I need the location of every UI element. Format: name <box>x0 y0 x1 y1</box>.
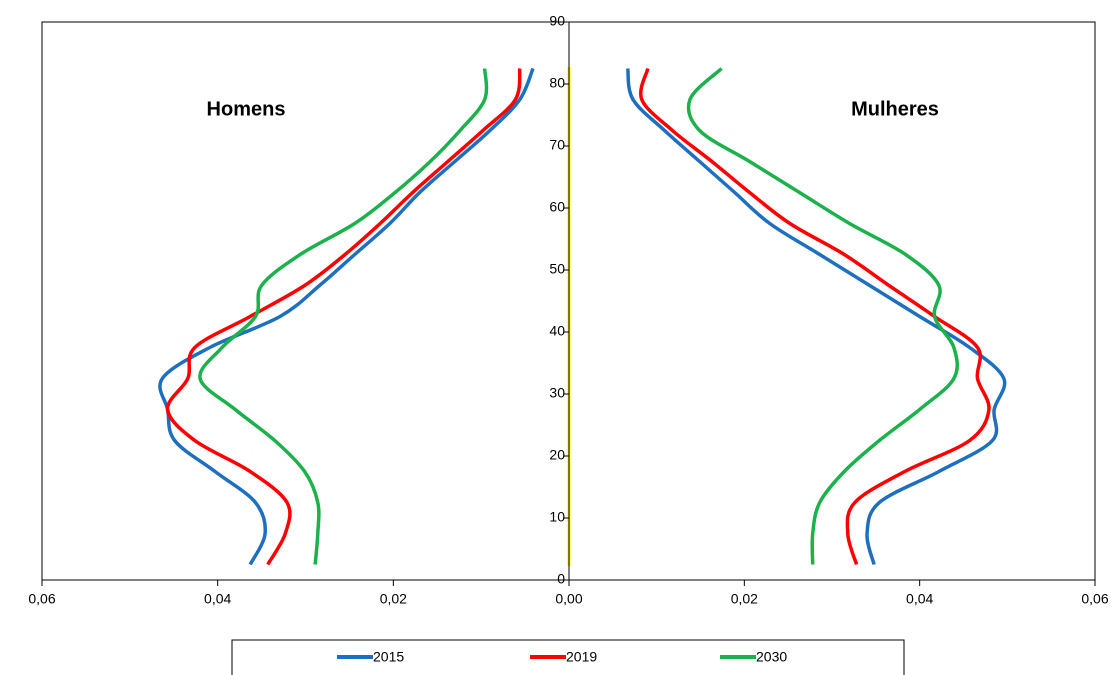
series-line <box>158 67 535 566</box>
x-tick-label: 0,06 <box>1081 591 1108 607</box>
x-tick-label: 0,04 <box>906 591 933 607</box>
y-tick-label: 70 <box>549 137 565 153</box>
series-line <box>686 67 959 565</box>
legend-label: 2030 <box>756 649 787 665</box>
y-tick-label: 0 <box>557 571 565 587</box>
legend-label: 2015 <box>373 649 404 665</box>
y-tick-label: 90 <box>549 13 565 29</box>
x-tick-label: 0,06 <box>28 591 55 607</box>
y-tick-label: 50 <box>549 261 565 277</box>
x-tick-label: 0,02 <box>731 591 758 607</box>
y-tick-label: 10 <box>549 509 565 525</box>
y-tick-label: 80 <box>549 75 565 91</box>
y-tick-label: 60 <box>549 199 565 215</box>
series-line <box>639 68 991 566</box>
series-line <box>198 68 489 565</box>
series-line <box>625 68 1007 565</box>
series-line <box>165 68 522 566</box>
x-tick-label: 0,04 <box>204 591 231 607</box>
panel-title: Homens <box>207 98 286 120</box>
y-tick-label: 30 <box>549 385 565 401</box>
x-tick-label: 0,00 <box>555 591 582 607</box>
y-tick-label: 20 <box>549 447 565 463</box>
x-tick-label: 0,02 <box>380 591 407 607</box>
legend-label: 2019 <box>566 649 597 665</box>
panel-title: Mulheres <box>851 98 939 120</box>
y-tick-label: 40 <box>549 323 565 339</box>
